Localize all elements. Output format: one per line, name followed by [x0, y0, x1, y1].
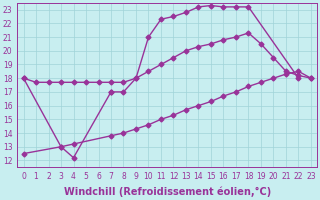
X-axis label: Windchill (Refroidissement éolien,°C): Windchill (Refroidissement éolien,°C)	[64, 187, 271, 197]
